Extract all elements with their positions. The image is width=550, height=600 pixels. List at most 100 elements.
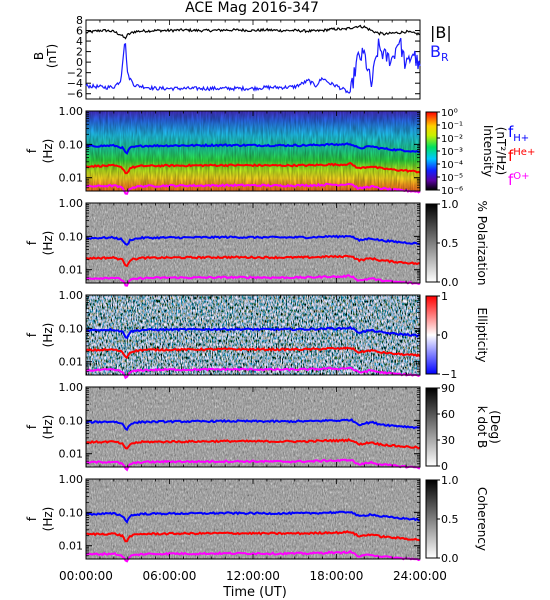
- gyro-legend-entry: fH+: [508, 123, 529, 144]
- gyro-line-hplus: [85, 234, 421, 246]
- freq-tick-label: 0.10: [59, 506, 84, 519]
- freq-tick-label: 0.01: [59, 540, 84, 553]
- b-y-tick-label: 0: [76, 56, 83, 69]
- x-tick-label: 06:00:00: [143, 569, 197, 583]
- freq-axis-label: f: [25, 424, 39, 429]
- b-y-tick-label: 6: [76, 25, 83, 38]
- gyro-legend-entry: fHe+: [508, 147, 535, 165]
- freq-tick-label: 1.00: [59, 289, 84, 302]
- x-tick-label: 00:00:00: [59, 569, 113, 583]
- colorbar-tick-label: 10⁻⁶: [441, 186, 463, 197]
- b-y-tick-label: 8: [76, 14, 83, 27]
- panel-coherency: 1.00 0.10 0.01 f (Hz) 1.0 0.5 0.0 Coherency: [25, 473, 489, 565]
- freq-tick-label: 0.01: [59, 356, 84, 369]
- field-legend: |B|BR: [430, 23, 452, 64]
- panel-k-dot-b: 1.00 0.10 0.01 f (Hz) 90 60 30 0 k dot B (Deg): [25, 381, 502, 473]
- gyro-line-hplus: [85, 418, 421, 432]
- x-axis-label: Time (UT): [222, 585, 287, 600]
- freq-tick-label: 1.00: [59, 473, 84, 486]
- gyro-line-oplus: [85, 182, 421, 195]
- colorbar-tick-label: 1: [441, 290, 448, 303]
- colorbar-tick-label: 0.0: [441, 276, 459, 289]
- colorbar-tick-label: 10⁰: [441, 108, 458, 119]
- gyro-line-heplus: [85, 437, 421, 450]
- intensity-texture: [86, 111, 420, 191]
- gyro-line-hplus: [85, 510, 421, 524]
- colorbar-tick-label: 10⁻¹: [441, 121, 463, 132]
- k-dot-b-colorbar: [425, 387, 438, 467]
- colorbar-label: Coherency: [475, 487, 489, 551]
- coherency-spectrogram: [86, 479, 420, 559]
- colorbar-tick-label: 10⁻²: [441, 134, 463, 145]
- k-dot-b-spectrogram: [86, 387, 420, 467]
- freq-axis-label: f: [25, 332, 39, 337]
- series-total-b: [85, 24, 421, 40]
- b-y-tick-label: 2: [76, 46, 83, 59]
- gyro-line-heplus: [85, 346, 421, 360]
- panel-ellipticity: 1.00 0.10 0.01 f (Hz) 1 0 −1 Ellipticity: [25, 289, 489, 381]
- freq-tick-label: 1.00: [59, 105, 84, 118]
- spectrogram-panels: 1.000.100.01f (Hz)10⁰10⁻¹10⁻²10⁻³10⁻⁴10⁻⁵…: [25, 105, 535, 565]
- freq-axis-unit: (Hz): [41, 507, 55, 532]
- coherency-colorbar: [425, 479, 438, 559]
- gyro-line-heplus: [85, 161, 421, 175]
- freq-tick-label: 0.01: [59, 264, 84, 277]
- b-axis-label: B: [32, 52, 46, 60]
- colorbar-tick-label: 10⁻⁴: [441, 160, 463, 171]
- colorbar-tick-label: 0: [441, 460, 448, 473]
- x-tick-label: 12:00:00: [226, 569, 280, 583]
- colorbar-tick-label: 10⁻³: [441, 147, 463, 158]
- colorbar-label: Ellipticity: [475, 308, 489, 363]
- b-y-tick-label: −6: [67, 88, 83, 101]
- colorbar-tick-label: 0.5: [441, 513, 459, 526]
- freq-tick-label: 0.10: [59, 138, 84, 151]
- panel-intensity: 1.00 0.10 0.01 f (Hz) 10⁰ 10⁻¹ 10⁻² 10⁻³ 10⁻⁴ 10⁻⁵…: [25, 105, 535, 197]
- gyro-line-oplus: [85, 549, 421, 563]
- freq-tick-label: 0.10: [59, 414, 84, 427]
- colorbar-unit: (Deg): [488, 410, 502, 444]
- field-legend-entry: BR: [430, 42, 449, 64]
- field-legend-entry: |B|: [430, 23, 452, 42]
- gyro-line-heplus: [85, 254, 420, 268]
- colorbar-tick-label: 0: [441, 329, 448, 342]
- x-tick-label: 24:00:00: [393, 569, 447, 583]
- intensity-colorbar: [425, 111, 438, 191]
- gyro-line-hplus: [85, 142, 421, 155]
- b-y-tick-label: −2: [67, 67, 83, 80]
- colorbar-unit: (nT²/Hz): [494, 127, 508, 175]
- colorbar-tick-label: 1.0: [441, 198, 459, 211]
- colorbar-tick-label: 0.0: [441, 552, 459, 565]
- freq-axis-unit: (Hz): [41, 231, 55, 256]
- colorbar-tick-label: 90: [441, 382, 455, 395]
- colorbar-label: % Polarization: [475, 201, 489, 286]
- time-axis: 00:00:00 06:00:00 12:00:00 18:00:00 24:00:00: [59, 569, 447, 583]
- b-y-tick-label: −4: [67, 77, 83, 90]
- colorbar-tick-label: 60: [441, 408, 455, 421]
- colorbar-tick-label: 0.5: [441, 237, 459, 250]
- polarization-spectrogram: [86, 203, 420, 283]
- b-y-tick-label: 4: [76, 35, 83, 48]
- x-tick-label: 18:00:00: [310, 569, 364, 583]
- freq-axis-label: f: [25, 240, 39, 245]
- gyro-legend-entry: fO+: [508, 171, 530, 189]
- colorbar-tick-label: 30: [441, 434, 455, 447]
- freq-axis-unit: (Hz): [41, 323, 55, 348]
- panel-frame: [85, 19, 421, 100]
- ellipticity-spectrogram: [86, 295, 420, 375]
- panel-polarization: 1.00 0.10 0.01 f (Hz) 1.0 0.5 0.0 % Polarization: [25, 197, 489, 289]
- series-br: [85, 37, 421, 94]
- colorbar-tick-label: −1: [441, 368, 457, 381]
- colorbar-label: Intensity: [481, 125, 495, 177]
- colorbar-tick-label: 1.0: [441, 474, 459, 487]
- freq-axis-label: f: [25, 516, 39, 521]
- freq-tick-label: 0.01: [59, 448, 84, 461]
- plot-title: ACE Mag 2016-347: [185, 0, 319, 16]
- freq-axis-unit: (Hz): [41, 139, 55, 164]
- freq-tick-label: 0.01: [59, 172, 84, 185]
- freq-axis-unit: (Hz): [41, 415, 55, 440]
- freq-tick-label: 1.00: [59, 381, 84, 394]
- colorbar-label: k dot B: [475, 406, 489, 448]
